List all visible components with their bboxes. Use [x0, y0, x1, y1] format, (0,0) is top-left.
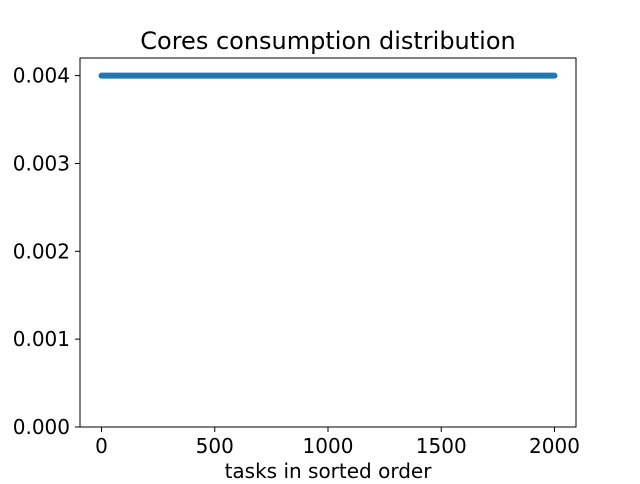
y-tick-label: 0.002	[13, 239, 70, 263]
chart-title: Cores consumption distribution	[140, 27, 515, 55]
x-axis-ticks: 0 500 1000 1500 2000	[95, 427, 580, 458]
plot-frame	[79, 57, 577, 428]
y-tick-label: 0.003	[13, 151, 70, 175]
plot-area	[80, 58, 576, 427]
y-tick-label: 0.004	[13, 64, 70, 88]
x-axis-label: tasks in sorted order	[225, 459, 433, 480]
y-axis-ticks: 0.000 0.001 0.002 0.003 0.004	[13, 64, 80, 439]
x-tick-label: 500	[196, 434, 234, 458]
y-tick-label: 0.000	[13, 415, 70, 439]
y-tick-label: 0.001	[13, 327, 70, 351]
x-tick-label: 1500	[416, 434, 467, 458]
x-tick-label: 1000	[303, 434, 354, 458]
x-tick-label: 2000	[529, 434, 580, 458]
x-tick-label: 0	[95, 434, 108, 458]
